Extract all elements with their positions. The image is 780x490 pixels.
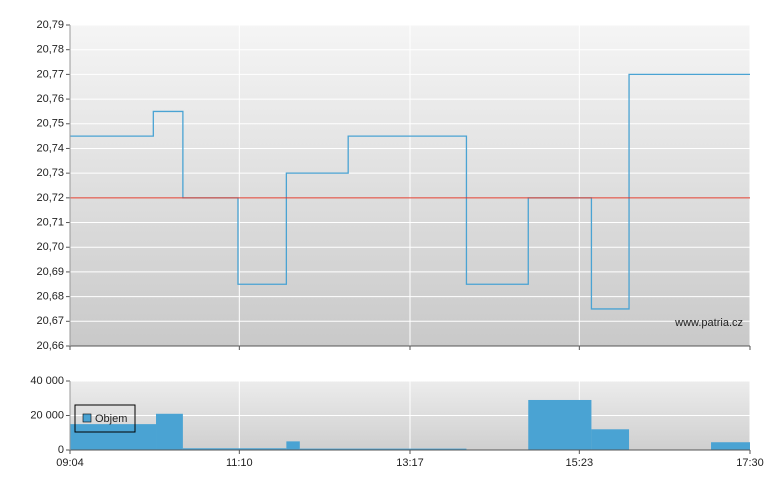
x-tick-label: 15:23 (566, 457, 594, 469)
x-tick-label: 11:10 (226, 457, 253, 469)
y-tick-label: 20,67 (36, 315, 64, 327)
y-tick-label: 20,69 (36, 266, 64, 278)
y-tick-label: 20,74 (36, 142, 64, 154)
y-tick-label: 20,66 (36, 340, 64, 352)
legend-label: Objem (95, 413, 127, 425)
y-tick-label: 20,78 (36, 44, 64, 56)
volume-bar (182, 448, 287, 450)
legend-swatch (82, 413, 92, 423)
y-tick-label: 20,77 (36, 68, 64, 80)
y-tick-label: 20,68 (36, 291, 64, 303)
y-tick-label: 20,73 (36, 167, 64, 179)
volume-bar (711, 442, 750, 450)
y-tick-label: 20,75 (36, 118, 64, 130)
y-tick-label: 20,72 (36, 192, 64, 204)
y-tick-label: 0 (58, 444, 64, 456)
watermark: www.patria.cz (674, 317, 743, 329)
volume-bar (70, 424, 157, 450)
volume-bar (591, 429, 630, 450)
y-tick-label: 20 000 (30, 409, 64, 421)
y-tick-label: 20,76 (36, 93, 64, 105)
y-tick-label: 20,70 (36, 241, 64, 253)
price-line (70, 73, 750, 310)
legend-box (74, 404, 136, 433)
volume-bar (286, 441, 300, 450)
y-tick-label: 20,79 (36, 19, 64, 31)
volume-bar (299, 448, 467, 450)
y-tick-label: 20,71 (36, 216, 64, 228)
volume-bar (156, 413, 183, 450)
y-tick-label: 40 000 (30, 375, 64, 387)
x-tick-label: 17:30 (736, 457, 764, 469)
x-tick-label: 09:04 (56, 457, 84, 469)
volume-bar (528, 399, 592, 450)
x-tick-label: 13:17 (396, 457, 424, 469)
